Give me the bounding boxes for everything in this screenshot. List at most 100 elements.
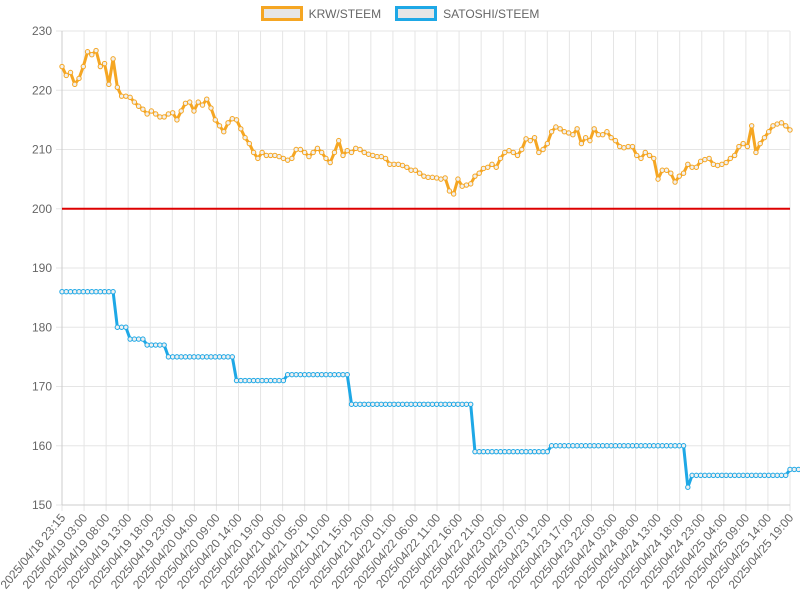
krw-steem-point: [540, 146, 546, 153]
krw-steem-point: [668, 170, 674, 176]
krw-steem-point: [617, 143, 623, 150]
krw-steem-point: [165, 111, 172, 117]
satoshi-steem-point: [514, 448, 521, 455]
krw-steem-point: [536, 149, 542, 156]
krw-steem-point: [468, 181, 474, 187]
satoshi-steem-point: [706, 472, 712, 479]
satoshi-steem-point: [140, 336, 146, 342]
satoshi-steem-point: [301, 371, 308, 378]
satoshi-steem-point: [327, 371, 333, 378]
krw-steem-point: [463, 182, 470, 188]
satoshi-steem-point: [774, 472, 780, 479]
satoshi-steem-point: [540, 448, 546, 455]
satoshi-steem-point: [382, 401, 389, 407]
satoshi-steem-point: [778, 472, 785, 479]
satoshi-steem-point: [310, 371, 316, 378]
satoshi-steem-point: [84, 289, 91, 295]
krw-steem-point: [459, 183, 465, 189]
krw-steem-point: [672, 179, 678, 185]
satoshi-steem-point: [761, 472, 768, 479]
krw-steem-point: [187, 99, 193, 105]
krw-steem-point: [195, 99, 201, 105]
krw-steem-point: [587, 137, 593, 144]
satoshi-steem-point: [416, 401, 423, 407]
satoshi-steem-point: [284, 371, 291, 378]
krw-steem-point: [531, 134, 538, 141]
krw-steem-point: [655, 176, 661, 182]
krw-steem-point: [323, 155, 329, 162]
satoshi-steem-point: [101, 289, 108, 295]
satoshi-steem-point: [502, 448, 508, 455]
satoshi-steem-point: [127, 336, 133, 342]
krw-steem-point: [370, 152, 376, 159]
satoshi-steem-point: [212, 354, 218, 360]
krw-steem-point: [446, 188, 453, 194]
krw-steem-point: [280, 155, 287, 162]
satoshi-steem-point: [591, 443, 597, 449]
satoshi-steem-point: [727, 472, 734, 479]
satoshi-steem-point: [242, 377, 248, 384]
satoshi-steem-point: [182, 354, 189, 360]
krw-steem-point: [770, 123, 776, 129]
krw-steem-point: [157, 114, 163, 120]
legend-item-satoshi[interactable]: SATOSHI/STEEM: [395, 6, 539, 21]
krw-steem-point: [174, 117, 180, 123]
satoshi-steem-point: [404, 401, 410, 407]
satoshi-steem-point: [174, 354, 180, 360]
krw-steem-point: [442, 175, 448, 181]
krw-steem-point: [89, 52, 95, 58]
krw-steem-point: [123, 93, 129, 99]
satoshi-steem-point: [689, 472, 695, 479]
satoshi-steem-point: [59, 289, 65, 295]
satoshi-steem-point: [476, 448, 482, 455]
satoshi-steem-point: [391, 401, 397, 407]
satoshi-steem-point: [353, 401, 359, 407]
satoshi-steem-point: [485, 448, 491, 455]
satoshi-steem-point: [617, 443, 623, 449]
satoshi-steem-point: [472, 448, 478, 455]
krw-steem-point: [199, 102, 206, 108]
satoshi-steem-point: [152, 342, 159, 348]
krw-steem-point: [404, 164, 410, 170]
krw-steem-point: [646, 152, 653, 159]
satoshi-steem-point: [527, 448, 534, 455]
krw-steem-point: [570, 131, 576, 138]
krw-steem-point: [595, 131, 602, 138]
satoshi-steem-point: [276, 377, 282, 384]
satoshi-steem-point: [604, 443, 610, 449]
krw-steem-point: [608, 134, 614, 141]
satoshi-steem-point: [267, 377, 274, 384]
krw-steem-point: [378, 153, 384, 160]
satoshi-steem-point: [523, 448, 529, 455]
y-tick-label: 170: [32, 380, 52, 394]
satoshi-steem-point: [123, 324, 129, 330]
legend-item-krw[interactable]: KRW/STEEM: [260, 6, 381, 21]
krw-steem-point: [216, 123, 223, 129]
krw-steem-point: [408, 167, 414, 173]
krw-steem-point: [450, 191, 457, 197]
satoshi-steem-point: [221, 354, 227, 360]
legend-swatch-satoshi: [395, 6, 438, 21]
satoshi-steem-point: [331, 371, 338, 378]
satoshi-steem-point: [63, 289, 69, 295]
krw-steem-point: [382, 155, 389, 162]
satoshi-steem-point: [642, 443, 648, 449]
krw-steem-point: [425, 174, 431, 181]
krw-steem-point: [191, 108, 197, 114]
krw-steem-point: [651, 155, 657, 162]
satoshi-steem-point: [714, 472, 721, 479]
satoshi-steem-point: [89, 289, 95, 295]
y-tick-label: 230: [32, 24, 52, 38]
krw-steem-point: [757, 140, 763, 147]
satoshi-steem-point: [489, 448, 495, 455]
satoshi-steem-point: [570, 443, 576, 449]
krw-steem-point: [314, 145, 321, 152]
satoshi-steem-point: [246, 377, 253, 384]
satoshi-steem-point: [574, 443, 580, 449]
satoshi-steem-point: [365, 401, 372, 407]
satoshi-steem-point: [114, 324, 121, 330]
satoshi-steem-point: [748, 472, 755, 479]
satoshi-steem-point: [468, 401, 474, 407]
satoshi-steem-point: [680, 443, 687, 449]
